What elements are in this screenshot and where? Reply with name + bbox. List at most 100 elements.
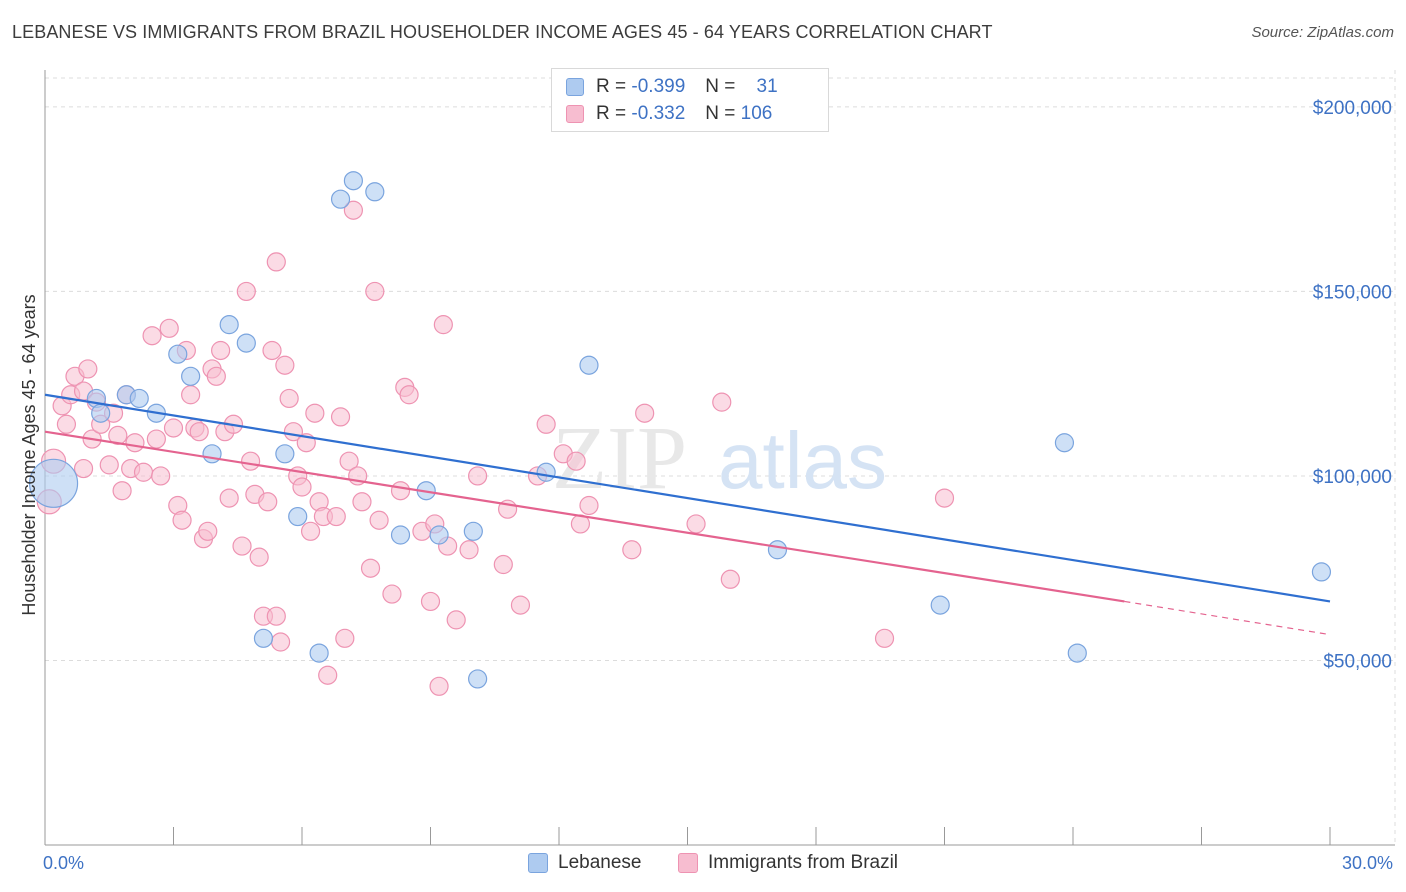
n-label: N = — [705, 76, 736, 97]
brazil-point — [146, 429, 166, 449]
brazil-point — [125, 433, 145, 453]
brazil-point — [292, 477, 312, 497]
brazil-point — [241, 451, 261, 471]
brazil-point — [249, 547, 269, 567]
series-legend: Lebanese Immigrants from Brazil — [0, 852, 1406, 878]
brazil-point — [112, 481, 132, 501]
brazil-point — [536, 414, 556, 434]
lebanese-point — [219, 315, 239, 335]
brazil-point — [56, 414, 77, 434]
lebanese-point — [288, 506, 308, 527]
brazil-point — [510, 595, 531, 615]
lebanese-point — [1311, 562, 1332, 582]
brazil-trend-extension — [1124, 600, 1331, 636]
r-value: -0.332 — [631, 103, 686, 124]
brazil-point — [99, 455, 119, 475]
brazil-point — [236, 281, 256, 302]
brazil-point — [133, 462, 154, 482]
x-tick-label: 30.0% — [1342, 853, 1393, 873]
correlation-legend: R = -0.399 N = 31 R = -0.332 N = 106 — [551, 68, 829, 132]
legend-row-brazil: R = -0.332 N = 106 — [566, 102, 772, 126]
lebanese-swatch — [566, 78, 584, 96]
lebanese-point — [28, 458, 79, 508]
brazil-point — [305, 403, 325, 423]
brazil-point — [211, 340, 231, 361]
brazil-point — [262, 340, 282, 361]
legend-label: Lebanese — [558, 852, 642, 873]
brazil-point — [258, 492, 278, 512]
n-value: 31 — [756, 76, 778, 97]
r-label: R = — [596, 76, 627, 97]
brazil-point — [468, 466, 488, 486]
n-value: 106 — [740, 103, 773, 124]
brazil-point — [459, 540, 479, 560]
brazil-point — [369, 510, 389, 530]
brazil-point — [163, 418, 184, 438]
brazil-point — [420, 591, 441, 612]
legend-item-lebanese: Lebanese — [528, 852, 641, 874]
brazil-point — [275, 355, 295, 375]
lebanese-point — [429, 525, 449, 545]
legend-label: Immigrants from Brazil — [708, 852, 899, 873]
lebanese-point — [365, 182, 385, 202]
brazil-point — [198, 521, 218, 541]
brazil-point — [720, 569, 740, 589]
brazil-point — [622, 540, 642, 560]
lebanese-swatch — [528, 853, 548, 873]
brazil-point — [270, 632, 291, 652]
brazil-point — [433, 315, 453, 335]
brazil-point — [390, 481, 411, 501]
lebanese-point — [309, 643, 329, 663]
brazil-point — [142, 326, 162, 346]
brazil-point — [300, 521, 321, 541]
brazil-point — [232, 536, 252, 556]
brazil-point — [172, 510, 192, 530]
lebanese-point — [463, 521, 483, 541]
brazil-point — [335, 628, 355, 648]
brazil-point — [429, 676, 449, 696]
brazil-point — [382, 584, 402, 604]
brazil-point — [181, 385, 201, 405]
legend-item-brazil: Immigrants from Brazil — [678, 852, 898, 874]
brazil-point — [219, 488, 239, 508]
brazil-point — [339, 451, 359, 471]
legend-row-lebanese: R = -0.399 N = 31 — [566, 75, 778, 99]
brazil-point — [108, 425, 128, 445]
lebanese-point — [236, 333, 256, 353]
brazil-point — [493, 554, 513, 575]
brazil-point — [189, 422, 209, 442]
y-tick-label: $100,000 — [1313, 467, 1392, 488]
brazil-swatch — [566, 105, 584, 123]
brazil-point — [318, 665, 338, 685]
lebanese-point — [202, 444, 222, 464]
brazil-point — [279, 388, 299, 409]
lebanese-point — [343, 171, 363, 191]
lebanese-point — [181, 366, 201, 386]
lebanese-point — [275, 444, 295, 464]
lebanese-point — [168, 344, 188, 364]
lebanese-point — [390, 525, 411, 545]
brazil-point — [206, 366, 226, 386]
brazil-point — [446, 610, 466, 630]
r-label: R = — [596, 103, 627, 124]
brazil-point — [686, 514, 706, 534]
brazil-point — [343, 200, 363, 220]
x-tick-label: 0.0% — [43, 853, 84, 873]
lebanese-trend-line — [44, 393, 1331, 603]
brazil-point — [712, 392, 732, 412]
watermark: ZIP atlas — [552, 409, 887, 508]
y-tick-label: $50,000 — [1323, 651, 1392, 672]
tick-labels: $50,000 $100,000 $150,000 $200,000 0.0% 30.0% — [43, 98, 1393, 873]
brazil-point — [360, 558, 381, 578]
lebanese-point — [536, 462, 556, 482]
brazil-trend-line — [44, 430, 1125, 603]
brazil-point — [566, 451, 586, 471]
y-tick-label: $150,000 — [1313, 282, 1392, 303]
lebanese-point — [1054, 433, 1075, 453]
brazil-point — [159, 318, 179, 338]
brazil-point — [73, 458, 94, 479]
series-brazil-points — [36, 200, 955, 696]
brazil-point — [399, 385, 419, 405]
lebanese-point — [468, 669, 488, 689]
r-value: -0.399 — [631, 76, 686, 97]
